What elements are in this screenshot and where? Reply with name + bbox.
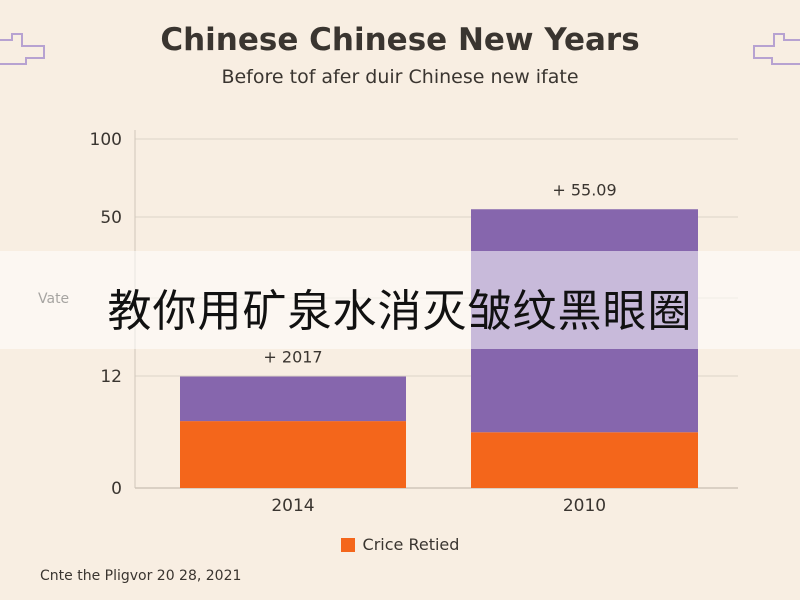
bar-segment-upper [180, 376, 406, 422]
caption-banner [0, 251, 800, 349]
x-tick-label: 2010 [563, 496, 606, 516]
legend: Crice Retied [0, 535, 800, 554]
corner-ornament-right-icon [746, 32, 800, 70]
data-label: + 55.09 [552, 180, 616, 199]
corner-ornament-left-icon [0, 32, 46, 70]
source-note: Cnte the Pligvor 20 28, 2021 [40, 568, 242, 584]
x-tick-label: 2014 [271, 496, 314, 516]
y-tick-label: 0 [111, 479, 122, 499]
bar-segment-base [180, 421, 406, 488]
legend-label: Crice Retied [362, 535, 460, 554]
caption-text: 教你用矿泉水消灭皱纹黑眼圈 [107, 286, 693, 337]
y-tick-label: 100 [90, 130, 122, 150]
legend-swatch [340, 537, 355, 552]
chart-title: Chinese Chinese New Years [160, 22, 640, 58]
bar-segment-base [471, 432, 698, 488]
chart-subtitle: Before tof afer duir Chinese new ifate [221, 66, 579, 88]
data-label: + 2017 [263, 348, 322, 367]
y-tick-label: 12 [100, 367, 122, 387]
y-tick-label: 50 [100, 208, 122, 228]
